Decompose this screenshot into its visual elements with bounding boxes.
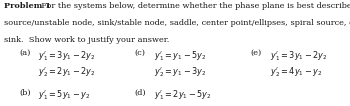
Text: (d): (d) <box>135 89 146 96</box>
Text: sink.  Show work to justify your answer.: sink. Show work to justify your answer. <box>4 36 169 44</box>
Text: (b): (b) <box>19 89 31 96</box>
Text: $y_2' = 3y_1 + y_2$: $y_2' = 3y_1 + y_2$ <box>38 105 91 106</box>
Text: Problem 1: Problem 1 <box>4 2 51 10</box>
Text: $y_1' = 3y_1 - 2y_2$: $y_1' = 3y_1 - 2y_2$ <box>270 49 327 63</box>
Text: $y_2' = y_1 - 2y_2$: $y_2' = y_1 - 2y_2$ <box>154 105 206 106</box>
Text: $y_1' = 2y_1 - 5y_2$: $y_1' = 2y_1 - 5y_2$ <box>154 89 212 102</box>
Text: $y_2' = y_1 - 3y_2$: $y_2' = y_1 - 3y_2$ <box>154 66 206 79</box>
Text: source/unstable node, sink/stable node, saddle, center point/ellipses, spiral so: source/unstable node, sink/stable node, … <box>4 19 350 27</box>
Text: $y_2' = 2y_1 - 2y_2$: $y_2' = 2y_1 - 2y_2$ <box>38 66 96 79</box>
Text: For the systems below, determine whether the phase plane is best described as a: For the systems below, determine whether… <box>36 2 350 10</box>
Text: $y_2' = 4y_1 - y_2$: $y_2' = 4y_1 - y_2$ <box>270 66 322 79</box>
Text: (a): (a) <box>19 49 31 57</box>
Text: $y_1' = 3y_1 - 2y_2$: $y_1' = 3y_1 - 2y_2$ <box>38 49 96 63</box>
Text: (c): (c) <box>135 49 146 57</box>
Text: $y_1' = y_1 - 5y_2$: $y_1' = y_1 - 5y_2$ <box>154 49 206 63</box>
Text: (e): (e) <box>250 49 261 57</box>
Text: $y_1' = 5y_1 - y_2$: $y_1' = 5y_1 - y_2$ <box>38 89 91 102</box>
